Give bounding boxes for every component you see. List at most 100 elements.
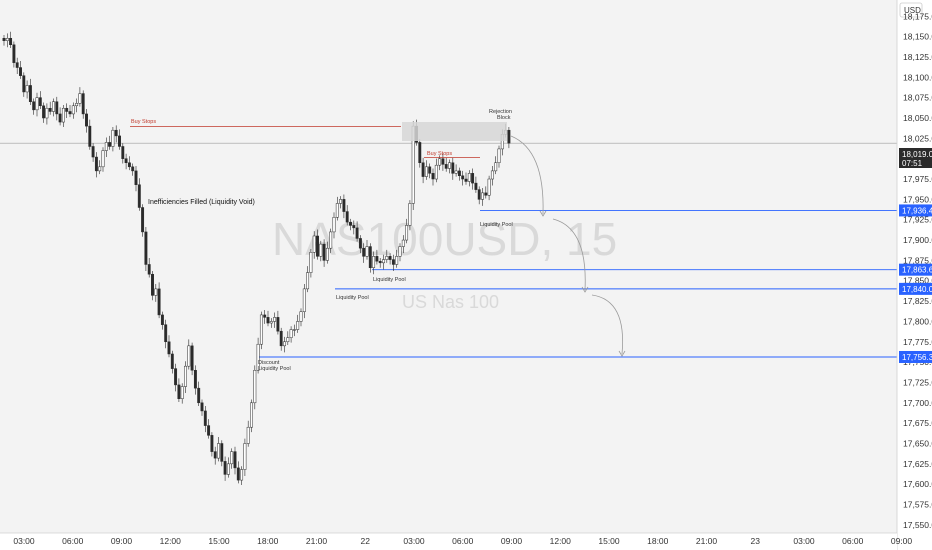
candle-body <box>339 199 343 204</box>
y-tick-label: 17,775.0 <box>903 337 932 347</box>
y-tick-label: 17,550.0 <box>903 520 932 530</box>
current-price-value: 18,019.0 <box>902 150 932 159</box>
y-tick-label: 17,875.0 <box>903 255 932 265</box>
candle-body <box>444 164 448 169</box>
buy-stops-label-right: Buy Stops <box>427 151 452 157</box>
x-tick-label: 06:00 <box>452 536 474 546</box>
candle-body <box>147 264 151 275</box>
candle-body <box>467 173 471 182</box>
level-badge <box>899 350 932 363</box>
projection-arrow-2 <box>552 218 586 291</box>
candle-body <box>203 410 207 426</box>
candle-body <box>385 256 389 260</box>
candle-body <box>88 125 92 147</box>
rejection-block-label-1: Rejection <box>489 109 512 115</box>
candle-body <box>487 178 491 196</box>
candle-body <box>497 148 501 163</box>
inefficiencies-label: Inefficiencies Filled (Liquidity Void) <box>148 199 255 206</box>
candle-body <box>441 158 445 165</box>
y-tick-label: 18,025.0 <box>903 133 932 143</box>
candle-body <box>19 67 22 76</box>
candle-body <box>391 259 395 265</box>
candle-body <box>325 247 329 261</box>
y-tick-label: 17,825.0 <box>903 296 932 306</box>
candle-body <box>256 343 260 371</box>
candle-body <box>349 221 352 226</box>
candle-body <box>127 162 131 168</box>
candle-body <box>2 37 6 41</box>
candle-body <box>236 467 240 481</box>
candle-body <box>424 166 428 177</box>
candle-body <box>253 370 257 404</box>
candle-body <box>434 164 438 180</box>
candle-body <box>45 107 49 119</box>
liquidity-levels <box>257 209 897 358</box>
candle-body <box>454 170 458 174</box>
x-tick-label: 15:00 <box>598 536 620 546</box>
candle-body <box>85 113 88 127</box>
price-axis[interactable]: USD 18,175.0 18,150.0 18,125.0 18,100.0 18,0… <box>896 0 932 550</box>
current-price-badge <box>899 148 932 168</box>
candle-body <box>362 247 366 257</box>
liquidity-pool-label-1: Liquidity Pool <box>480 222 513 228</box>
candle-body <box>32 101 36 111</box>
level-badge-text: 17,756.3 <box>902 353 932 362</box>
candle-body <box>167 341 171 355</box>
candle-body <box>98 166 102 172</box>
candle-body <box>418 142 422 163</box>
candle-body <box>121 146 125 159</box>
currency-label: USD <box>904 6 921 15</box>
y-tick-label: 18,150.0 <box>903 32 932 42</box>
candle-body <box>193 370 197 389</box>
candle-body <box>401 239 405 247</box>
y-tick-label: 17,675.0 <box>903 418 932 428</box>
x-tick-label: 06:00 <box>62 536 84 546</box>
candle-body <box>431 173 435 180</box>
candle-body <box>398 246 402 257</box>
candle-body <box>137 184 141 208</box>
candle-body <box>81 93 85 115</box>
x-tick-label: 21:00 <box>306 536 328 546</box>
candle-body <box>312 235 316 253</box>
candle-body <box>246 426 250 444</box>
candle-body <box>75 103 79 107</box>
level-badge <box>899 282 932 295</box>
candle-body <box>111 129 115 147</box>
candle-body <box>494 162 498 172</box>
candle-body <box>78 93 82 104</box>
candle-body <box>68 111 72 115</box>
candle-body <box>299 311 303 322</box>
candle-body <box>378 260 382 264</box>
candle-body <box>266 317 270 324</box>
candle-body <box>170 353 174 369</box>
y-tick-label: 17,800.0 <box>903 316 932 326</box>
candle-body <box>38 97 42 107</box>
candle-body <box>471 173 475 184</box>
level-badge <box>899 263 932 276</box>
x-tick-label: 22 <box>361 536 371 546</box>
candle-body <box>157 288 161 316</box>
discount-label-2: Liquidity Pool <box>258 366 291 372</box>
candle-body <box>382 259 385 264</box>
currency-button[interactable] <box>899 2 923 18</box>
candle-body <box>190 345 194 371</box>
candle-body <box>355 227 359 239</box>
candle-body <box>12 44 16 63</box>
candle-body <box>507 129 511 144</box>
x-tick-label: 23 <box>751 536 761 546</box>
candle-body <box>269 321 273 324</box>
time-axis[interactable]: 03:00 06:00 09:00 12:00 15:00 18:00 21:00 22 03:… <box>0 532 912 550</box>
candle-body <box>335 203 339 218</box>
candle-body <box>273 317 277 322</box>
candle-body <box>108 142 112 147</box>
candle-body <box>141 207 145 233</box>
candle-body <box>35 97 39 111</box>
candle-body <box>104 142 108 151</box>
candle-body <box>114 129 118 137</box>
rejection-block-label-2: Block <box>497 115 511 121</box>
discount-label-1: Discount <box>258 360 280 366</box>
x-tick-label: 18:00 <box>647 536 669 546</box>
candle-body <box>197 387 201 404</box>
